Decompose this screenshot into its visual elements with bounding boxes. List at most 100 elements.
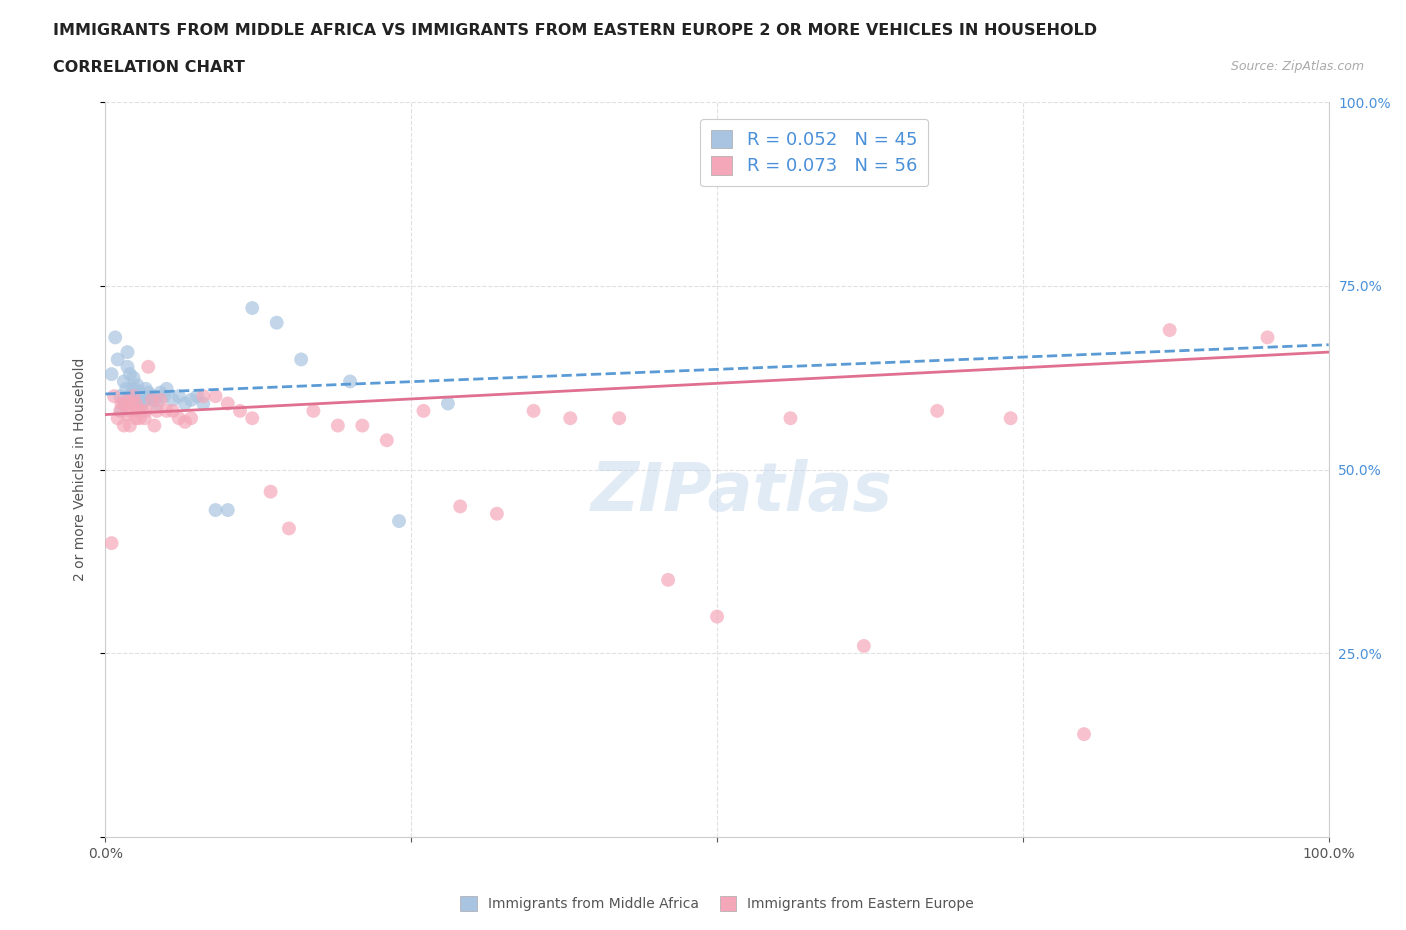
- Point: [117, 407, 139, 422]
- Point: [657, 573, 679, 588]
- Point: [135, 404, 157, 418]
- Point: [107, 411, 129, 426]
- Point: [186, 389, 208, 404]
- Point: [217, 396, 239, 411]
- Point: [153, 389, 176, 404]
- Point: [122, 370, 145, 385]
- Point: [136, 385, 159, 400]
- Point: [128, 411, 150, 426]
- Point: [127, 378, 149, 392]
- Point: [156, 381, 179, 396]
- Point: [146, 396, 169, 411]
- Point: [141, 392, 163, 407]
- Point: [217, 502, 239, 517]
- Point: [522, 404, 544, 418]
- Point: [560, 411, 582, 426]
- Point: [136, 359, 159, 374]
- Point: [127, 392, 149, 407]
- Point: [110, 404, 132, 418]
- Text: CORRELATION CHART: CORRELATION CHART: [53, 60, 245, 75]
- Point: [1256, 330, 1278, 345]
- Point: [204, 502, 226, 517]
- Point: [240, 300, 263, 315]
- Point: [485, 506, 508, 521]
- Point: [110, 396, 132, 411]
- Point: [125, 389, 148, 404]
- Point: [108, 389, 131, 404]
- Y-axis label: 2 or more Vehicles in Household: 2 or more Vehicles in Household: [73, 358, 87, 581]
- Point: [149, 392, 172, 407]
- Point: [127, 404, 149, 418]
- Point: [118, 404, 141, 418]
- Point: [115, 381, 138, 396]
- Point: [124, 381, 146, 396]
- Point: [135, 381, 157, 396]
- Point: [143, 392, 166, 407]
- Point: [779, 411, 801, 426]
- Point: [278, 521, 301, 536]
- Point: [204, 389, 226, 404]
- Point: [266, 315, 288, 330]
- Point: [112, 396, 135, 411]
- Point: [388, 513, 411, 528]
- Point: [180, 411, 202, 426]
- Point: [118, 366, 141, 381]
- Point: [125, 411, 148, 426]
- Point: [259, 485, 281, 499]
- Point: [240, 411, 263, 426]
- Point: [852, 639, 875, 654]
- Text: IMMIGRANTS FROM MIDDLE AFRICA VS IMMIGRANTS FROM EASTERN EUROPE 2 OR MORE VEHICL: IMMIGRANTS FROM MIDDLE AFRICA VS IMMIGRA…: [53, 23, 1098, 38]
- Point: [375, 432, 398, 447]
- Point: [128, 385, 150, 400]
- Point: [352, 418, 374, 433]
- Point: [167, 389, 190, 404]
- Point: [706, 609, 728, 624]
- Point: [141, 389, 163, 404]
- Point: [121, 381, 143, 396]
- Point: [927, 404, 949, 418]
- Point: [103, 389, 125, 404]
- Point: [1000, 411, 1022, 426]
- Point: [122, 389, 145, 404]
- Point: [193, 396, 215, 411]
- Point: [302, 404, 325, 418]
- Point: [437, 396, 460, 411]
- Point: [117, 359, 139, 374]
- Point: [339, 374, 361, 389]
- Point: [100, 536, 122, 551]
- Point: [149, 385, 172, 400]
- Point: [108, 404, 131, 418]
- Point: [134, 411, 156, 426]
- Point: [118, 389, 141, 404]
- Point: [162, 404, 184, 418]
- Point: [180, 392, 202, 407]
- Point: [131, 404, 153, 418]
- Point: [112, 396, 135, 411]
- Point: [412, 404, 434, 418]
- Text: Source: ZipAtlas.com: Source: ZipAtlas.com: [1230, 60, 1364, 73]
- Point: [174, 415, 197, 430]
- Point: [326, 418, 349, 433]
- Point: [167, 411, 190, 426]
- Point: [143, 418, 166, 433]
- Point: [193, 389, 215, 404]
- Point: [134, 392, 156, 407]
- Point: [146, 404, 169, 418]
- Point: [131, 396, 153, 411]
- Point: [607, 411, 630, 426]
- Point: [449, 498, 471, 513]
- Point: [290, 352, 312, 367]
- Point: [100, 366, 122, 381]
- Point: [156, 404, 179, 418]
- Point: [162, 392, 184, 407]
- Point: [118, 418, 141, 433]
- Point: [1159, 323, 1181, 338]
- Point: [117, 392, 139, 407]
- Point: [1073, 726, 1095, 741]
- Point: [229, 404, 252, 418]
- Point: [104, 330, 127, 345]
- Point: [131, 389, 153, 404]
- Point: [174, 396, 197, 411]
- Legend: Immigrants from Middle Africa, Immigrants from Eastern Europe: Immigrants from Middle Africa, Immigrant…: [451, 888, 983, 920]
- Point: [112, 374, 135, 389]
